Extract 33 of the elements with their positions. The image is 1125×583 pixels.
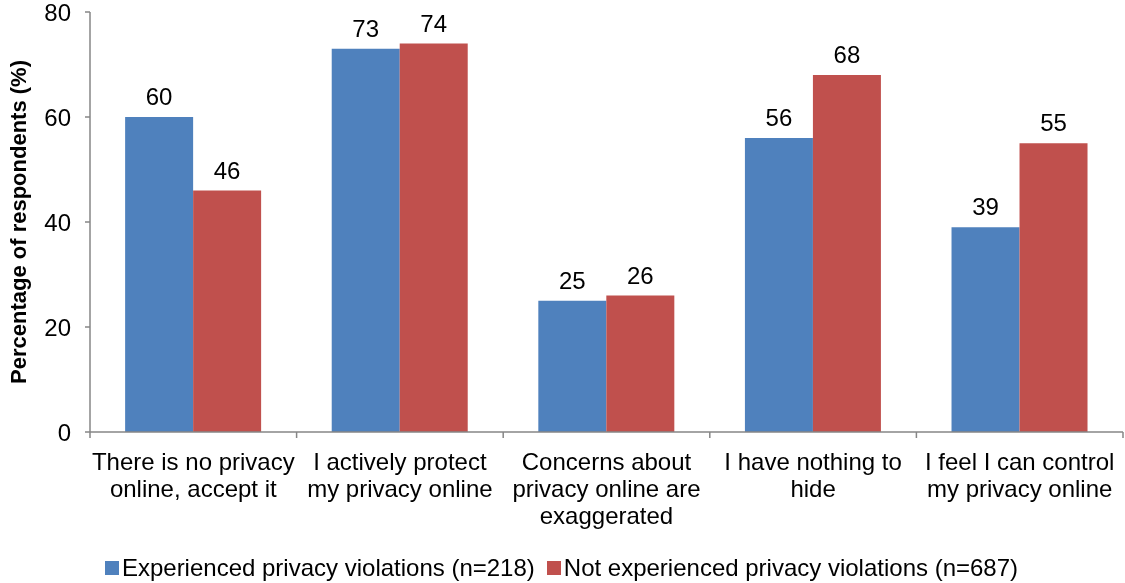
- y-axis-title: Percentage of respondents (%): [5, 60, 31, 384]
- y-tick-label: 40: [44, 208, 71, 236]
- data-label: 74: [420, 9, 448, 37]
- bar: [812, 75, 881, 432]
- y-tick-label: 0: [57, 418, 71, 446]
- data-label: 39: [972, 193, 999, 221]
- y-tick-label: 60: [44, 103, 71, 131]
- y-tick-label: 80: [44, 0, 71, 26]
- x-tick-label: Concerns about privacy online are exaggerated: [512, 448, 701, 529]
- bar: [125, 117, 194, 432]
- bar: [538, 300, 607, 432]
- bar: [331, 48, 400, 432]
- data-label: 73: [352, 14, 380, 42]
- data-label: 56: [765, 104, 793, 131]
- y-tick-label: 20: [44, 313, 71, 341]
- x-tick-label: I have nothing to hide: [724, 448, 902, 502]
- x-tick-label: I feel I can control my privacy online: [924, 448, 1115, 502]
- bar: [744, 138, 813, 432]
- x-tick-label: There is no privacy online, accept it: [91, 448, 295, 502]
- data-label: 46: [213, 156, 241, 184]
- bar: [1019, 143, 1088, 432]
- bar: [193, 190, 262, 432]
- x-tick-label: I actively protect my privacy online: [307, 448, 493, 502]
- data-label: 26: [626, 261, 654, 289]
- legend-label: Not experienced privacy violations (n=687): [563, 554, 1019, 582]
- data-label: 68: [833, 41, 861, 68]
- bar: [606, 295, 675, 432]
- data-label: 55: [1040, 109, 1067, 137]
- data-label: 25: [558, 266, 586, 294]
- legend-label: Experienced privacy violations (n=218): [121, 554, 535, 582]
- bar: [951, 227, 1020, 432]
- data-label: 60: [145, 83, 173, 110]
- bar: [399, 43, 468, 432]
